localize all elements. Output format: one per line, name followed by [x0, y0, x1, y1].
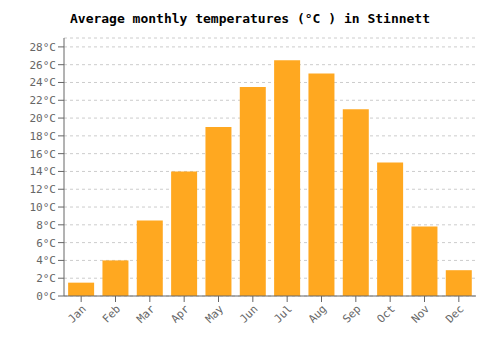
svg-text:Mar: Mar: [134, 302, 158, 326]
svg-text:26°C: 26°C: [30, 59, 57, 72]
svg-text:16°C: 16°C: [30, 148, 57, 161]
svg-text:Jul: Jul: [272, 302, 295, 325]
svg-text:28°C: 28°C: [30, 41, 57, 54]
svg-text:4°C: 4°C: [36, 254, 56, 267]
svg-text:May: May: [203, 302, 227, 326]
svg-text:22°C: 22°C: [30, 94, 57, 107]
svg-text:Dec: Dec: [443, 302, 466, 325]
svg-text:6°C: 6°C: [36, 237, 56, 250]
svg-text:Jun: Jun: [237, 302, 260, 325]
svg-text:18°C: 18°C: [30, 130, 57, 143]
svg-text:Aug: Aug: [306, 302, 329, 325]
svg-text:Apr: Apr: [169, 302, 193, 326]
html-text:Average monthly temperatures (: Average monthly temperatures (°C ) in St…: [70, 11, 430, 26]
svg-text:24°C: 24°C: [30, 76, 57, 89]
svg-text:Sep: Sep: [340, 302, 363, 325]
svg-text:0°C: 0°C: [36, 290, 56, 303]
svg-text:Nov: Nov: [409, 302, 433, 326]
svg-text:8°C: 8°C: [36, 219, 56, 232]
svg-text:10°C: 10°C: [30, 201, 57, 214]
svg-text:20°C: 20°C: [30, 112, 57, 125]
svg-text:14°C: 14°C: [30, 165, 57, 178]
svg-text:12°C: 12°C: [30, 183, 57, 196]
svg-text:Jan: Jan: [66, 302, 89, 325]
svg-text:Feb: Feb: [100, 302, 123, 325]
svg-text:Oct: Oct: [375, 302, 398, 325]
svg-text:2°C: 2°C: [36, 272, 56, 285]
